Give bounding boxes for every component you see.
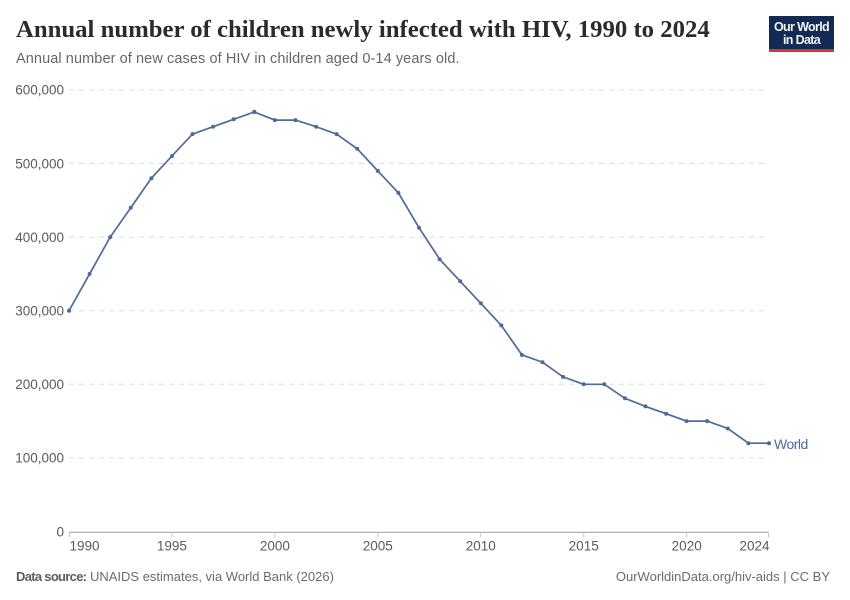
svg-text:400,000: 400,000: [15, 230, 64, 245]
svg-text:300,000: 300,000: [15, 304, 64, 319]
svg-text:1995: 1995: [157, 539, 187, 554]
svg-text:2015: 2015: [569, 539, 599, 554]
svg-text:1990: 1990: [70, 539, 100, 554]
svg-text:2010: 2010: [466, 539, 496, 554]
svg-text:600,000: 600,000: [15, 83, 64, 98]
svg-text:0: 0: [56, 524, 64, 539]
svg-text:100,000: 100,000: [15, 451, 64, 466]
svg-text:World: World: [774, 436, 808, 452]
svg-text:2000: 2000: [260, 539, 290, 554]
svg-text:2020: 2020: [672, 539, 702, 554]
svg-text:500,000: 500,000: [15, 156, 64, 171]
svg-text:200,000: 200,000: [15, 377, 64, 392]
svg-text:2005: 2005: [363, 539, 393, 554]
svg-text:2024: 2024: [739, 539, 770, 554]
